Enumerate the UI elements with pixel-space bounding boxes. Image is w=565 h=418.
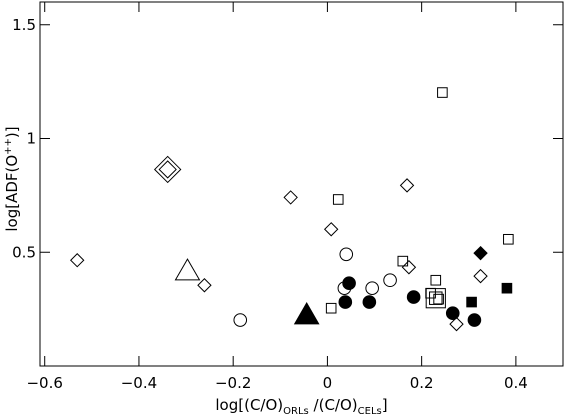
point	[174, 258, 201, 281]
x-tick-label: −0.4	[121, 374, 157, 392]
y-tick-label: 0.5	[12, 243, 36, 261]
x-tick-label: 0.2	[410, 374, 434, 392]
marker-shape	[383, 273, 397, 288]
y-label-superscript: ++	[3, 138, 14, 155]
marker-shape	[293, 302, 320, 325]
point	[365, 281, 379, 295]
point	[433, 293, 444, 305]
point	[503, 233, 514, 245]
marker-shape	[397, 255, 409, 267]
point	[437, 87, 448, 98]
plot-frame	[39, 1, 564, 367]
x-label-part: /(C/O)	[309, 396, 358, 414]
point	[467, 313, 482, 327]
point	[445, 306, 460, 321]
marker-shape	[501, 282, 513, 294]
point	[430, 274, 442, 286]
marker-shape	[174, 258, 201, 281]
marker-shape	[342, 276, 356, 290]
marker-shape	[365, 281, 379, 295]
point	[293, 302, 320, 325]
point	[283, 190, 298, 205]
y-axis-label: log[ADF(O++)]	[3, 126, 21, 231]
x-label-part: log[(C/O)	[215, 396, 283, 414]
marker-shape	[153, 155, 182, 184]
x-tick-label: 0.4	[504, 374, 528, 392]
point	[70, 253, 85, 268]
point	[501, 282, 513, 294]
point	[397, 255, 409, 267]
x-label-subscript: CELs	[358, 406, 382, 417]
marker-shape	[70, 253, 85, 268]
marker-shape	[466, 296, 477, 308]
marker-shape	[197, 278, 212, 293]
marker-shape	[437, 87, 448, 98]
marker-shape	[445, 306, 460, 321]
y-label-part: )]	[3, 126, 21, 138]
point	[401, 260, 417, 275]
marker-shape	[473, 245, 488, 261]
point	[153, 155, 182, 184]
marker-shape	[473, 268, 488, 284]
x-label-subscript: ORLs	[283, 406, 309, 417]
marker-shape	[425, 288, 446, 309]
x-tick-label: 0	[323, 374, 333, 392]
marker-shape	[338, 295, 353, 309]
marker-shape	[433, 293, 444, 305]
marker-shape	[429, 291, 443, 305]
point	[233, 313, 248, 327]
marker-shape	[339, 247, 354, 262]
point	[332, 194, 344, 205]
y-label-part: log[ADF(O	[3, 155, 21, 232]
point	[425, 288, 446, 309]
point	[362, 295, 377, 309]
x-tick-label: −0.6	[26, 374, 62, 392]
x-axis-label: log[(C/O)ORLs /(C/O)CELs]	[215, 396, 387, 417]
marker-shape	[323, 222, 339, 237]
point	[325, 302, 337, 314]
marker-shape	[399, 178, 415, 193]
marker-shape	[283, 190, 298, 205]
point	[383, 273, 397, 288]
marker-shape	[430, 274, 442, 286]
marker-shape	[449, 316, 464, 332]
point	[342, 276, 356, 290]
point	[323, 222, 339, 237]
x-label-part: ]	[382, 396, 388, 414]
marker-shape	[158, 160, 177, 179]
y-tick-label: 1.5	[12, 16, 36, 34]
point	[197, 278, 212, 293]
point	[473, 268, 488, 284]
marker-shape	[325, 302, 337, 314]
marker-shape	[362, 295, 377, 309]
point	[466, 296, 477, 308]
point	[399, 178, 415, 193]
marker-shape	[503, 233, 514, 245]
point	[339, 247, 354, 262]
point	[473, 245, 488, 261]
point	[338, 295, 353, 309]
point	[406, 290, 421, 304]
y-tick-label: 1	[26, 130, 36, 148]
marker-shape	[406, 290, 421, 304]
point	[449, 316, 464, 332]
marker-shape	[467, 313, 482, 327]
marker-shape	[233, 313, 248, 327]
marker-shape	[332, 194, 344, 205]
marker-shape	[401, 260, 417, 275]
x-tick-label: −0.2	[215, 374, 251, 392]
